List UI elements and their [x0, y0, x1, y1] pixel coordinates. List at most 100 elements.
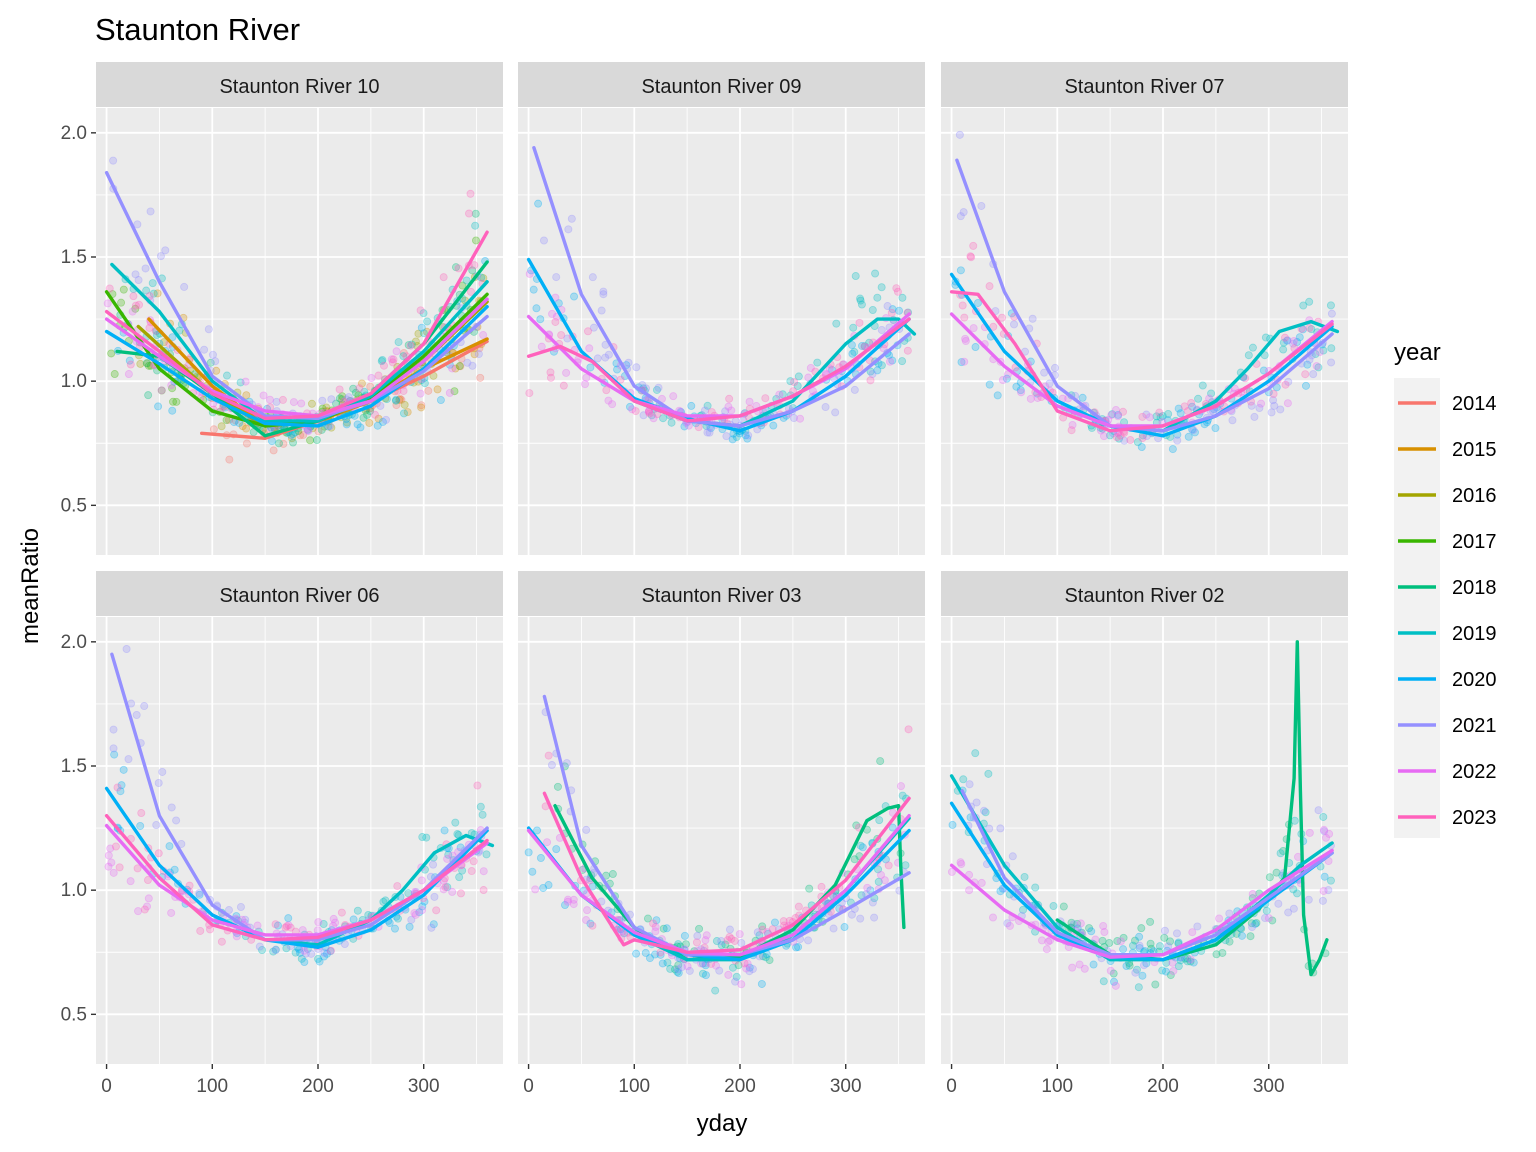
data-point — [299, 430, 308, 439]
data-point — [433, 385, 442, 394]
data-point — [525, 269, 534, 278]
data-point — [1290, 816, 1299, 825]
facet-strip — [941, 62, 1348, 107]
data-point — [649, 919, 658, 928]
data-point — [1120, 436, 1129, 445]
data-point — [286, 923, 295, 932]
data-point — [462, 276, 471, 285]
data-point — [956, 858, 965, 867]
smooth-line-2022 — [949, 848, 1334, 959]
data-point — [534, 199, 543, 208]
data-point — [393, 914, 402, 923]
data-point — [1248, 923, 1257, 932]
panel-marks — [947, 640, 1335, 992]
data-point — [737, 938, 746, 947]
data-point — [1326, 301, 1335, 310]
data-point — [455, 362, 464, 371]
data-point — [1279, 345, 1288, 354]
data-point — [1134, 983, 1143, 992]
data-point — [424, 386, 433, 395]
data-point — [416, 389, 425, 398]
data-point — [775, 390, 784, 399]
data-point — [562, 759, 571, 768]
data-point — [656, 950, 665, 959]
data-point — [149, 289, 158, 298]
data-point — [898, 357, 907, 366]
data-point — [1045, 379, 1054, 388]
data-point — [985, 380, 994, 389]
data-point — [847, 910, 856, 919]
data-point — [804, 373, 813, 382]
data-point — [969, 241, 978, 250]
data-point — [813, 358, 822, 367]
data-point — [683, 962, 692, 971]
data-point — [956, 266, 965, 275]
data-point — [376, 401, 385, 410]
data-point — [1119, 933, 1128, 942]
data-point — [404, 889, 413, 898]
y-tick-label: 1.0 — [61, 880, 87, 901]
data-point — [241, 915, 250, 924]
data-point — [1152, 412, 1161, 421]
data-point — [403, 408, 412, 417]
data-point — [1301, 370, 1310, 379]
data-point — [356, 423, 365, 432]
data-point — [407, 915, 416, 924]
data-point — [548, 309, 557, 318]
data-point — [282, 922, 291, 931]
data-point — [552, 845, 561, 854]
data-point — [638, 381, 647, 390]
data-point — [126, 877, 135, 886]
data-point — [667, 418, 676, 427]
data-point — [620, 929, 629, 938]
facet-panel: Staunton River 07 — [941, 62, 1348, 555]
data-point — [628, 405, 637, 414]
data-point — [971, 343, 980, 352]
data-point — [1051, 363, 1060, 372]
data-point — [160, 338, 169, 347]
data-point — [242, 391, 251, 400]
data-point — [185, 881, 194, 890]
data-point — [117, 781, 126, 790]
data-point — [1176, 409, 1185, 418]
data-point — [674, 961, 683, 970]
data-point — [731, 977, 740, 986]
data-point — [1276, 849, 1285, 858]
data-point — [265, 395, 274, 404]
data-point — [1259, 366, 1268, 375]
data-point — [1261, 914, 1270, 923]
data-point — [140, 905, 149, 914]
data-point — [1188, 928, 1197, 937]
data-point — [651, 927, 660, 936]
data-point — [117, 298, 126, 307]
data-point — [528, 867, 537, 876]
data-point — [735, 930, 744, 939]
data-point — [167, 381, 176, 390]
data-point — [1155, 408, 1164, 417]
data-point — [659, 414, 668, 423]
data-point — [392, 395, 401, 404]
data-point — [560, 901, 569, 910]
data-point — [875, 816, 884, 825]
data-point — [337, 395, 346, 404]
data-point — [297, 954, 306, 963]
data-point — [297, 399, 306, 408]
data-point — [365, 418, 374, 427]
data-point — [222, 416, 231, 425]
data-point — [1269, 389, 1278, 398]
data-point — [649, 414, 658, 423]
data-point — [563, 897, 572, 906]
data-point — [180, 282, 189, 291]
data-point — [1305, 355, 1314, 364]
data-point — [392, 347, 401, 356]
data-point — [674, 968, 683, 977]
facet-panel: Staunton River 10 0.5 1.0 1.5 2.0 — [61, 62, 503, 555]
data-point — [416, 306, 425, 315]
data-point — [779, 917, 788, 926]
data-point — [124, 755, 133, 764]
data-point — [125, 356, 134, 365]
data-point — [208, 350, 217, 359]
data-point — [1161, 967, 1170, 976]
data-point — [957, 859, 966, 868]
data-point — [727, 934, 736, 943]
